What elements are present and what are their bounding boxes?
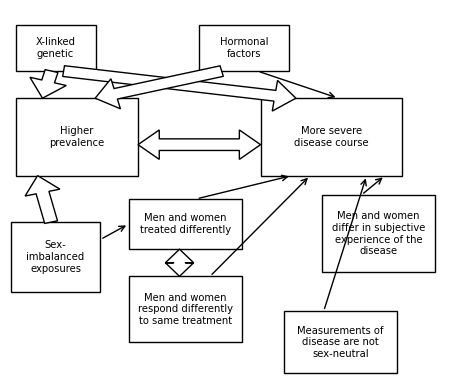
Polygon shape [25, 176, 60, 223]
Text: Hormonal
factors: Hormonal factors [220, 37, 268, 58]
Text: Men and women
respond differently
to same treatment: Men and women respond differently to sam… [137, 292, 233, 326]
Polygon shape [138, 130, 261, 160]
Bar [128, 199, 242, 249]
Bar [322, 195, 435, 273]
Bar [16, 98, 138, 176]
Text: Men and women
differ in subjective
experience of the
disease: Men and women differ in subjective exper… [332, 211, 425, 256]
Text: Measurements of
disease are not
sex-neutral: Measurements of disease are not sex-neut… [297, 326, 384, 359]
Bar [128, 277, 242, 342]
Text: More severe
disease course: More severe disease course [294, 126, 369, 148]
Bar [199, 25, 289, 71]
Polygon shape [95, 66, 223, 109]
Polygon shape [165, 249, 194, 277]
Text: X-linked
genetic: X-linked genetic [36, 37, 75, 58]
Polygon shape [30, 70, 66, 98]
Text: Men and women
treated differently: Men and women treated differently [140, 213, 231, 235]
Bar [284, 311, 397, 373]
Text: Higher
prevalence: Higher prevalence [49, 126, 104, 148]
Bar [16, 25, 96, 71]
Text: Sex-
imbalanced
exposures: Sex- imbalanced exposures [27, 240, 85, 273]
Polygon shape [63, 66, 296, 111]
Bar [261, 98, 402, 176]
Bar [11, 222, 100, 292]
